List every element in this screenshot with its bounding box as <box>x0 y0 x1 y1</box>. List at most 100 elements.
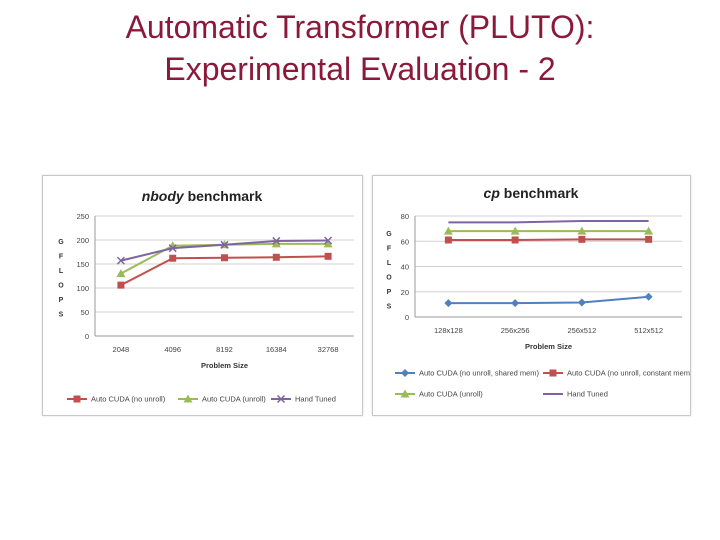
nbody-legend-label: Auto CUDA (no unroll) <box>91 395 166 404</box>
nbody-legend-entry: Auto CUDA (unroll) <box>178 394 266 404</box>
nbody-y-label-letter: G <box>58 239 64 246</box>
cp-legend-entry: Auto CUDA (unroll) <box>395 389 483 399</box>
cp-chart: cp benchmark 0 20 40 60 80 G FL OP S 128x128 256x25… <box>386 185 693 399</box>
nbody-legend-entry: Auto CUDA (no unroll) <box>67 395 166 404</box>
nbody-data-point <box>324 236 333 245</box>
cp-y-tick-label: 0 <box>405 313 409 322</box>
nbody-x-tick-label: 32768 <box>318 345 339 354</box>
cp-data-point <box>510 226 520 235</box>
cp-title-italic: cp <box>484 185 501 201</box>
cp-data-point <box>444 299 453 308</box>
cp-series-2 <box>443 226 654 235</box>
cp-legend-marker <box>549 369 557 377</box>
cp-legend-entry: Hand Tuned <box>543 390 608 399</box>
nbody-data-point <box>221 254 228 262</box>
cp-legend-label: Hand Tuned <box>567 390 608 399</box>
nbody-y-tick-label: 200 <box>76 236 89 245</box>
nbody-data-point <box>271 239 281 248</box>
cp-x-tick-label: 512x512 <box>634 326 663 335</box>
cp-y-tick-label: 60 <box>401 237 409 246</box>
nbody-y-label-letter: F <box>59 254 64 261</box>
cp-data-point <box>511 299 520 308</box>
nbody-data-point <box>324 252 332 260</box>
slide-title-line-2: Experimental Evaluation - 2 <box>164 51 556 87</box>
nbody-title-rest: benchmark <box>184 188 263 204</box>
cp-series-3 <box>448 220 649 224</box>
cp-title-rest: benchmark <box>500 185 579 201</box>
cp-legend-marker <box>400 389 410 398</box>
cp-data-point <box>644 292 653 301</box>
cp-x-label: Problem Size <box>525 342 572 351</box>
nbody-legend-marker <box>183 394 193 403</box>
cp-legend-entry: Auto CUDA (no unroll, constant mem) <box>543 369 693 378</box>
nbody-data-point <box>272 236 281 245</box>
nbody-data-point <box>323 239 333 248</box>
nbody-legend-marker <box>276 394 286 404</box>
cp-series-line <box>448 238 649 241</box>
cp-y-label-letter: S <box>387 304 392 311</box>
nbody-data-point <box>168 244 177 253</box>
nbody-legend-label: Auto CUDA (unroll) <box>202 395 266 404</box>
cp-chart-title: cp benchmark <box>484 185 579 201</box>
cp-data-point <box>444 236 452 244</box>
nbody-chart-frame: nbody benchmark 0 50 100 150 200 250 G F L O P S 2048… <box>42 175 363 416</box>
cp-legend-label: Auto CUDA (no unroll, constant mem) <box>567 369 690 378</box>
nbody-series-0 <box>117 252 332 289</box>
nbody-y-tick-label: 150 <box>76 260 89 269</box>
cp-legend-label: Auto CUDA (unroll) <box>419 390 483 399</box>
slide-title-line-1: Automatic Transformer (PLUTO): <box>125 9 595 45</box>
nbody-y-tick-label: 50 <box>81 308 89 317</box>
nbody-data-point <box>220 240 229 249</box>
cp-y-label-letter: F <box>387 246 392 253</box>
cp-series-0 <box>444 292 653 308</box>
cp-data-point <box>644 226 654 235</box>
nbody-data-point <box>116 269 126 278</box>
nbody-data-point <box>272 253 280 261</box>
cp-y-tick-label: 20 <box>401 288 409 297</box>
cp-chart-frame: cp benchmark 0 20 40 60 80 G F L O P S 128x128 256x25… <box>372 175 693 416</box>
nbody-data-point <box>117 281 125 289</box>
nbody-y-tick-label: 100 <box>76 284 89 293</box>
cp-y-tick-label: 40 <box>401 263 409 272</box>
cp-y-label-letter: O <box>386 275 392 282</box>
cp-series-line <box>448 295 649 305</box>
cp-legend-entry: Auto CUDA (no unroll, shared mem) <box>395 369 540 378</box>
nbody-x-tick-label: 4096 <box>164 345 181 354</box>
nbody-data-point <box>169 254 177 262</box>
cp-y-label-letter: G <box>386 231 392 238</box>
nbody-chart: nbody benchmark 0 50 100 150 200 250 G FL OP S 2048… <box>58 188 354 404</box>
nbody-y-tick-label: 0 <box>85 332 89 341</box>
nbody-legend-label: Hand Tuned <box>295 395 336 404</box>
cp-data-point <box>578 235 586 243</box>
cp-data-point <box>511 236 519 244</box>
nbody-y-label-letter: O <box>58 283 64 290</box>
nbody-title-italic: nbody <box>142 188 185 204</box>
cp-x-tick-label: 128x128 <box>434 326 463 335</box>
cp-legend-label: Auto CUDA (no unroll, shared mem) <box>419 369 540 378</box>
nbody-y-label-letter: P <box>59 297 64 304</box>
cp-y-tick-label: 80 <box>401 212 409 221</box>
nbody-legend-marker <box>73 395 81 403</box>
nbody-x-label: Problem Size <box>201 361 248 370</box>
nbody-y-tick-label: 250 <box>76 212 89 221</box>
cp-data-point <box>443 226 453 235</box>
nbody-x-tick-label: 2048 <box>113 345 130 354</box>
cp-series-line <box>448 220 649 224</box>
nbody-x-tick-label: 16384 <box>266 345 287 354</box>
cp-data-point <box>577 298 586 307</box>
slide-title: Automatic Transformer (PLUTO): Experimen… <box>0 6 720 90</box>
nbody-data-point <box>116 256 125 265</box>
cp-x-tick-label: 256x256 <box>501 326 530 335</box>
cp-data-point <box>645 235 653 243</box>
cp-data-point <box>577 226 587 235</box>
cp-y-label-letter: P <box>387 289 392 296</box>
nbody-x-tick-label: 8192 <box>216 345 233 354</box>
nbody-legend-entry: Hand Tuned <box>271 395 336 404</box>
cp-legend-marker <box>401 369 409 377</box>
cp-series-1 <box>444 235 653 244</box>
cp-y-label-letter: L <box>387 260 392 267</box>
nbody-series-2 <box>116 236 333 265</box>
cp-x-tick-label: 256x512 <box>567 326 596 335</box>
nbody-chart-title: nbody benchmark <box>142 188 263 204</box>
nbody-y-label-letter: L <box>59 268 64 275</box>
